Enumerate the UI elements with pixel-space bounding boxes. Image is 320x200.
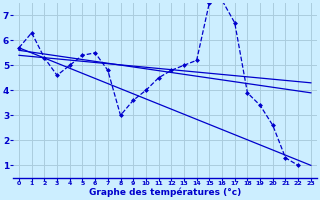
X-axis label: Graphe des températures (°c): Graphe des températures (°c) [89,188,241,197]
